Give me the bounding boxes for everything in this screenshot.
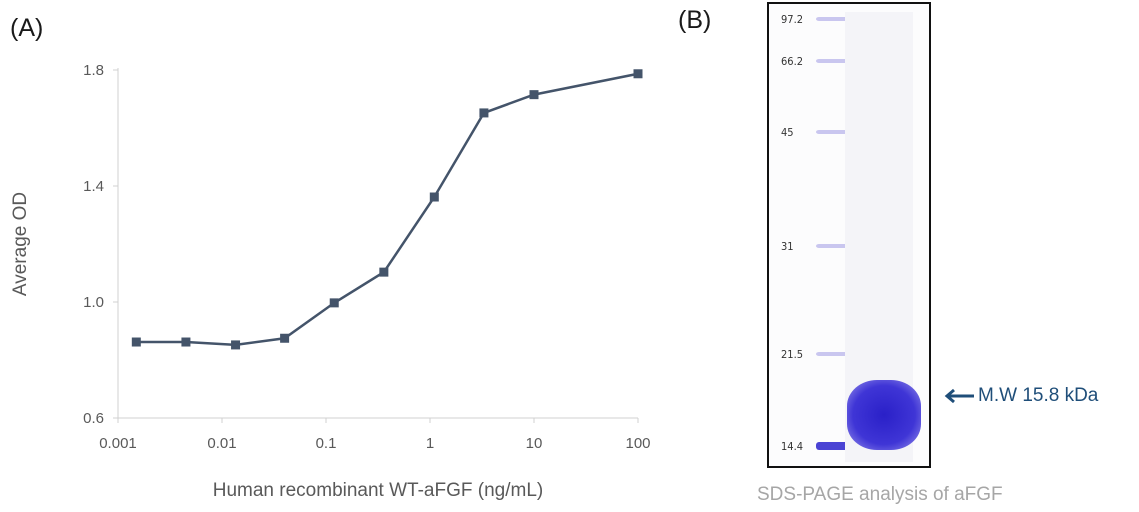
y-tick-label: 1.4 [83,178,104,195]
marker-lane: 97.2 66.2 45 31 21.5 14.4 [781,13,848,453]
y-tick-label: 1.0 [83,294,104,311]
gel-svg: 97.2 66.2 45 31 21.5 14.4 [781,12,921,462]
marker-label: 97.2 [781,13,803,26]
x-tick-label: 1 [426,435,434,452]
y-axis-title: Average OD [10,192,31,296]
series-group [131,69,643,350]
protein-band [847,380,921,450]
marker-label: 45 [781,126,794,139]
marker-band [816,244,848,248]
x-axis: 0.001 0.01 0.1 1 10 100 [99,417,651,452]
marker-label: 66.2 [781,55,803,68]
left-arrow-icon [944,388,974,404]
dose-response-chart: 0.6 1.0 1.4 1.8 0.001 0.01 0.1 1 10 100 Human re… [10,62,651,501]
marker-band [816,17,848,21]
data-point [231,340,241,350]
data-point [131,337,141,347]
x-tick-label: 100 [625,435,650,452]
data-point [633,69,643,79]
x-tick-label: 0.01 [207,435,236,452]
y-tick-label: 0.6 [83,410,104,427]
data-point [181,337,191,347]
gel-image: 97.2 66.2 45 31 21.5 14.4 [767,2,931,468]
y-tick-label: 1.8 [83,62,104,79]
marker-label: 14.4 [781,440,803,453]
marker-label: 31 [781,240,794,253]
band-annotation: M.W 15.8 kDa [944,382,1098,410]
marker-band [816,442,848,450]
marker-label: 21.5 [781,348,803,361]
data-point [429,192,439,202]
x-tick-label: 0.001 [99,435,137,452]
data-point [329,298,339,308]
marker-band [816,352,848,356]
x-tick-label: 0.1 [316,435,337,452]
x-tick-label: 10 [526,435,543,452]
data-point [280,333,290,343]
data-point [479,108,489,118]
data-point [379,267,389,277]
series-line [136,72,639,347]
x-axis-title: Human recombinant WT-aFGF (ng/mL) [213,480,543,501]
panel-b-label: (B) [678,6,712,34]
gel-caption: SDS-PAGE analysis of aFGF [757,484,1003,505]
molecular-weight-label: M.W 15.8 kDa [978,385,1099,406]
data-point [529,90,539,100]
y-axis: 0.6 1.0 1.4 1.8 [83,62,119,427]
marker-band [816,130,848,134]
panel-a-label: (A) [10,14,44,42]
marker-band [816,59,848,63]
